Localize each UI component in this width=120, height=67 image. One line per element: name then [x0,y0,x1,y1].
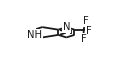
Text: NH: NH [27,30,42,40]
Text: N: N [63,22,70,32]
Text: F: F [83,16,88,26]
Text: F: F [86,26,92,36]
Text: F: F [81,34,86,44]
